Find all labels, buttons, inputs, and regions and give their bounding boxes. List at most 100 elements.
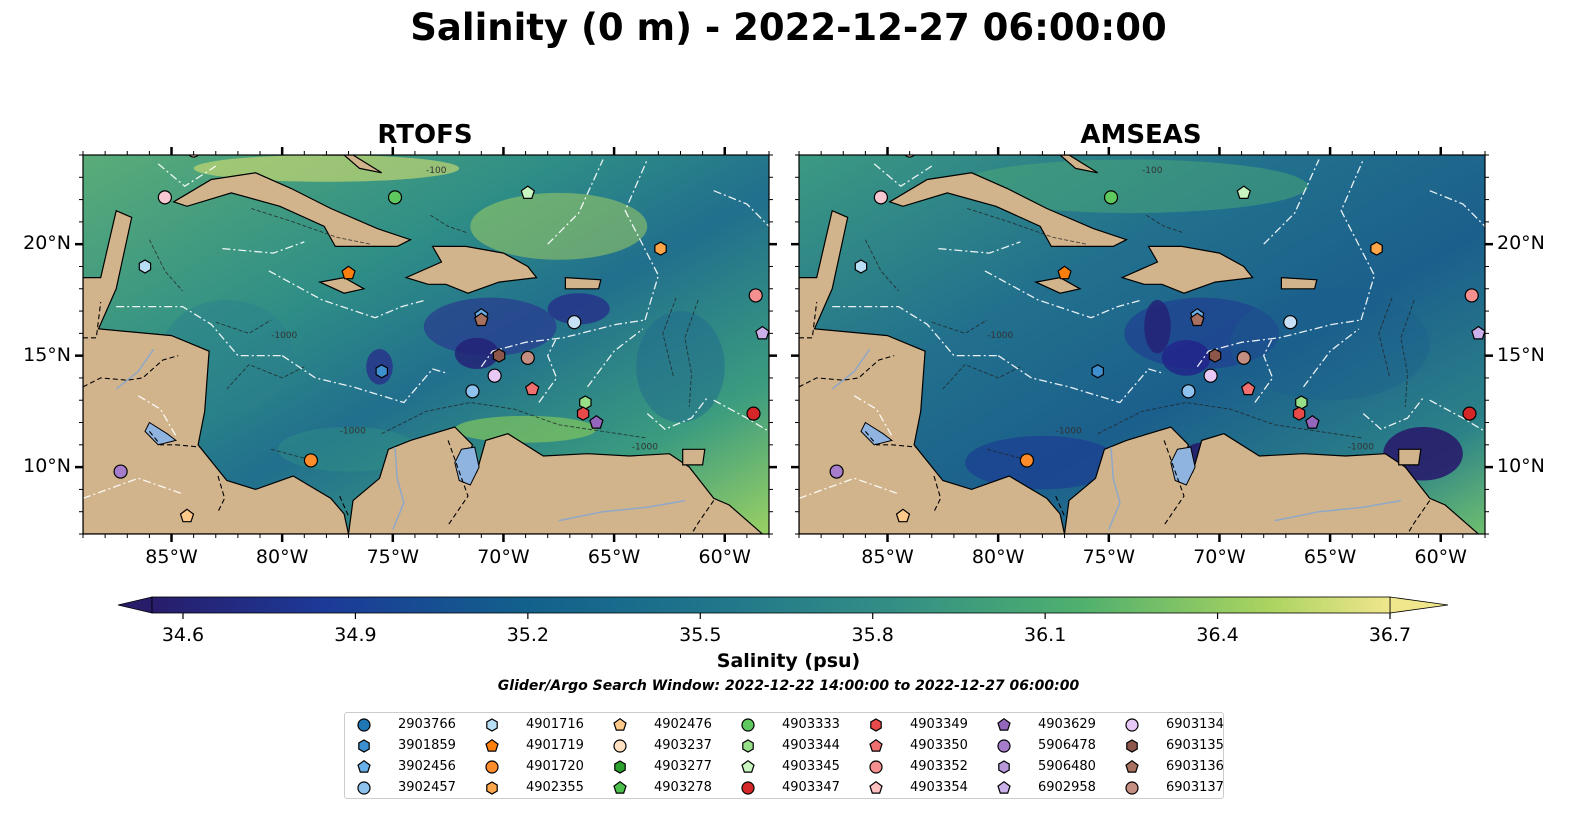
panel-title-rtofs: RTOFS [377,120,473,150]
colorbar-tick-label: 34.6 [161,624,205,646]
map-panel-rtofs: -1000 -100 -1000 -1000 [83,155,769,534]
eez-boundary-3 [1196,319,1362,368]
land-southAm [347,426,764,534]
lon-tick-label: 75°W [366,546,420,568]
legend-label: 6902958 [1038,780,1096,795]
float-marker-4903347 [746,406,761,421]
land-trinidad [1398,448,1422,466]
bathymetry-contour-2 [1400,299,1415,407]
salinity-anomaly-0 [423,297,557,356]
land-bahamas [1038,155,1099,174]
float-marker-4901719 [341,265,356,280]
salinity-anomaly-2 [1144,299,1171,354]
land-cuba [888,172,1129,247]
legend-marker-icon [357,781,371,795]
eez-boundary-7 [547,159,604,245]
legend-label: 4903278 [654,780,712,795]
lon-tick-label: 85°W [145,546,198,568]
country-border-5 [691,500,715,534]
eez-boundary-6 [1340,159,1376,321]
lat-tick-label: 15°N [23,343,71,366]
legend-marker-4903352 [869,760,883,774]
country-border-3 [1055,495,1066,517]
colorbar-label: Salinity (psu) [716,650,861,672]
legend-marker-4902355 [486,781,498,795]
legend-label: 4903350 [910,738,968,753]
map-frame [82,154,770,535]
bathymetry-contour-3 [1378,297,1393,379]
salinity-anomaly-6 [454,415,597,443]
float-marker-4902355 [1370,241,1383,256]
legend-label: 4901719 [526,738,584,753]
eez-boundary-6 [624,159,660,321]
legend-marker-4903333 [741,718,755,732]
float-marker-4903344 [1295,395,1308,410]
country-border-3 [339,495,350,517]
legend-marker-icon [870,718,882,732]
legend-marker-icon [869,780,883,794]
legend-marker-icon [614,760,626,774]
legend-label: 6903134 [1166,717,1224,732]
bathymetry-contour-0 [967,208,1087,245]
eez-boundary-11 [222,241,305,254]
legend-marker-icon [357,759,371,773]
legend-marker-4903350 [869,738,883,752]
legend-label: 4903629 [1038,717,1096,732]
salinity-anomaly-3 [454,337,500,370]
panel-title-amseas: AMSEAS [1080,120,1202,150]
legend-marker-4903354 [869,780,883,794]
land-jamaica [1033,276,1082,294]
legend-marker-4903277 [614,760,626,774]
legend-marker-6903135 [1126,739,1138,753]
legend-marker-icon [1125,718,1139,732]
eez-boundary-8 [873,163,933,188]
legend-marker-icon [358,739,370,753]
salinity-anomaly-7 [953,159,1308,213]
legend-label: 4903345 [782,759,840,774]
float-marker-4903629 [589,414,604,429]
float-marker-extra-a [157,190,172,205]
salinity-anomaly-4 [636,311,725,423]
eez-boundary-7 [1263,159,1320,245]
eez-boundary-10 [1429,399,1485,432]
land-hispaniola [404,245,538,294]
bathymetry-contour-0 [251,208,371,245]
float-marker-4901716 [854,259,868,274]
float-marker-extra-a [873,190,888,205]
legend-label: 6903136 [1166,759,1224,774]
float-marker-5906478 [829,464,844,479]
bathymetry-contour-4 [226,364,305,390]
eez-boundary-9 [1429,190,1485,227]
eez-boundary-14 [799,477,899,499]
legend-label: 4903277 [654,759,712,774]
lon-tick-label: 75°W [1082,546,1136,568]
float-marker-6903135 [1208,348,1222,363]
lon-tick-label: 60°W [698,546,751,568]
legend-marker-icon [998,760,1010,774]
contour-label-3: -1000 [632,442,658,452]
legend-label: 4902355 [526,780,584,795]
river-0 [1108,447,1121,530]
lon-tick-label: 65°W [587,546,641,568]
legend-marker-icon [357,718,371,732]
legend-marker-5906478 [997,739,1011,753]
legend-label: 6903137 [1166,780,1224,795]
float-marker-6903137 [520,350,535,365]
contour-label-3: -1000 [1348,442,1374,452]
legend-marker-icon [741,759,755,773]
float-marker-6903135 [492,348,506,363]
river-2 [831,348,871,390]
contour-label-2: -1000 [1056,427,1082,437]
contour-label-1: -100 [426,166,447,176]
lon-tick-label: 80°W [971,546,1025,568]
legend-marker-4902476 [613,717,627,731]
float-marker-4901720 [1019,453,1035,468]
lon-tick-label: 70°W [1193,546,1246,568]
legend-marker-4903278 [613,780,627,794]
legend-marker-4903237 [613,739,627,753]
legend-marker-icon [741,718,755,732]
legend-marker-icon [997,780,1011,794]
colorbar-extend-high [1389,596,1449,614]
land-centralAm [83,209,350,534]
float-marker-6902958 [755,325,769,340]
